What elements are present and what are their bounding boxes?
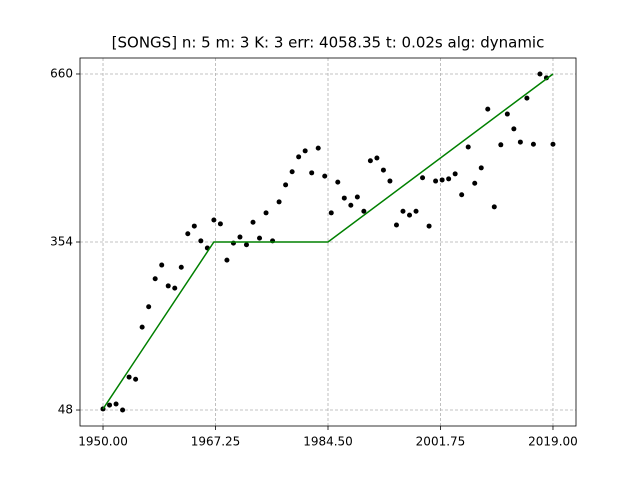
data-point bbox=[289, 169, 295, 175]
data-point bbox=[237, 234, 243, 240]
data-point bbox=[335, 179, 341, 185]
data-point bbox=[257, 235, 263, 241]
data-point bbox=[309, 170, 315, 176]
data-point bbox=[550, 141, 556, 147]
data-point bbox=[387, 178, 393, 184]
y-tick-label: 660 bbox=[50, 66, 73, 80]
data-point bbox=[172, 285, 178, 291]
data-point bbox=[354, 194, 360, 200]
data-point bbox=[107, 402, 113, 408]
data-point bbox=[524, 95, 530, 101]
y-tick-label: 48 bbox=[58, 403, 73, 417]
x-tick-label: 1950.00 bbox=[78, 435, 128, 449]
data-point bbox=[139, 324, 145, 330]
data-point bbox=[302, 148, 308, 154]
fit-line bbox=[102, 73, 554, 410]
data-point bbox=[537, 71, 543, 77]
data-point bbox=[250, 219, 256, 225]
x-tick-label: 1967.25 bbox=[191, 435, 241, 449]
data-point bbox=[133, 376, 139, 382]
data-point bbox=[315, 145, 321, 151]
data-point bbox=[452, 171, 458, 177]
data-point bbox=[361, 208, 367, 214]
data-point bbox=[276, 199, 282, 205]
x-tick-label: 2019.00 bbox=[528, 435, 578, 449]
data-point bbox=[446, 176, 452, 182]
data-point bbox=[407, 212, 413, 218]
data-point bbox=[348, 202, 354, 208]
y-tick-label: 354 bbox=[50, 235, 73, 249]
data-point bbox=[504, 111, 510, 117]
data-point bbox=[517, 139, 523, 145]
data-point bbox=[211, 217, 217, 223]
data-point bbox=[465, 144, 471, 150]
data-point bbox=[341, 195, 347, 201]
data-point bbox=[439, 177, 445, 183]
data-point bbox=[413, 208, 419, 214]
data-point bbox=[185, 231, 191, 237]
data-point bbox=[243, 242, 249, 248]
chart-title: [SONGS] n: 5 m: 3 K: 3 err: 4058.35 t: 0… bbox=[112, 34, 545, 52]
data-point bbox=[198, 238, 204, 244]
data-point bbox=[393, 222, 399, 228]
data-point bbox=[400, 208, 406, 214]
data-point bbox=[380, 167, 386, 173]
data-point bbox=[296, 154, 302, 160]
x-tick-label: 2001.75 bbox=[416, 435, 466, 449]
data-point bbox=[491, 204, 497, 210]
data-point bbox=[224, 257, 230, 263]
data-point bbox=[459, 192, 465, 198]
data-point bbox=[217, 221, 223, 227]
data-point bbox=[433, 178, 439, 184]
data-point bbox=[472, 180, 478, 186]
plot-frame bbox=[79, 57, 577, 427]
data-point bbox=[165, 283, 171, 289]
data-point bbox=[152, 276, 158, 282]
data-point bbox=[113, 401, 119, 407]
data-point bbox=[485, 106, 491, 112]
data-point bbox=[426, 223, 432, 229]
x-tick-label: 1984.50 bbox=[303, 435, 353, 449]
data-point bbox=[374, 155, 380, 161]
data-point bbox=[120, 407, 126, 413]
data-point bbox=[328, 210, 334, 216]
data-point bbox=[178, 264, 184, 270]
data-point bbox=[283, 182, 289, 188]
data-point bbox=[511, 126, 517, 132]
data-point bbox=[322, 173, 328, 179]
data-point bbox=[191, 223, 197, 229]
data-point bbox=[367, 158, 373, 164]
data-point bbox=[478, 165, 484, 171]
data-point bbox=[159, 262, 165, 268]
data-point bbox=[530, 141, 536, 147]
data-point bbox=[146, 304, 152, 310]
data-point bbox=[263, 210, 269, 216]
data-point bbox=[420, 175, 426, 181]
data-point bbox=[126, 374, 132, 380]
data-point bbox=[498, 142, 504, 148]
